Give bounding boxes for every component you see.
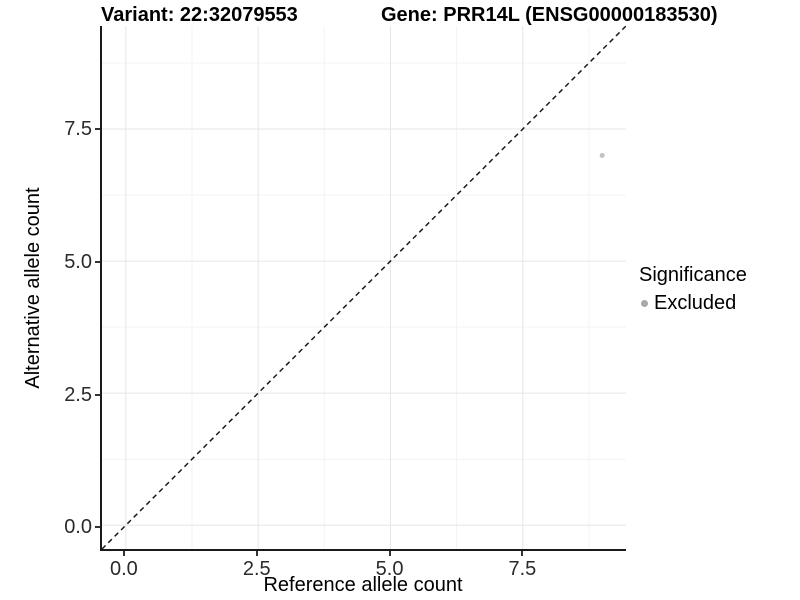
y-tick-mark [95,526,100,529]
y-tick-mark [95,393,100,396]
y-tick-mark [95,260,100,263]
legend-dot-icon [641,300,648,307]
x-tick-label: 7.5 [508,558,537,580]
legend-item-excluded: Excluded [639,292,747,315]
x-tick-mark [388,551,391,556]
y-tick-label: 7.5 [64,118,92,141]
x-tick-label: 2.5 [242,558,271,580]
legend: Significance Excluded [639,264,747,315]
legend-title: Significance [639,264,747,286]
x-tick-mark [122,551,125,556]
identity-line [102,26,626,549]
variant-title: Variant: 22:32079553 [101,4,298,26]
data-point [599,152,605,158]
y-tick-label: 5.0 [64,250,92,273]
x-tick-mark [521,551,524,556]
y-tick-label: 2.5 [64,383,92,406]
plot-panel [100,26,626,551]
y-tick-label: 0.0 [64,516,92,539]
y-tick-mark [95,128,100,131]
x-tick-label: 5.0 [375,558,404,580]
legend-item-label: Excluded [654,292,737,314]
x-axis-label: Reference allele count [263,574,463,596]
plot-canvas [102,26,626,549]
gene-title: Gene: PRR14L (ENSG00000183530) [381,4,718,26]
x-tick-label: 0.0 [110,558,138,580]
x-tick-mark [255,551,258,556]
